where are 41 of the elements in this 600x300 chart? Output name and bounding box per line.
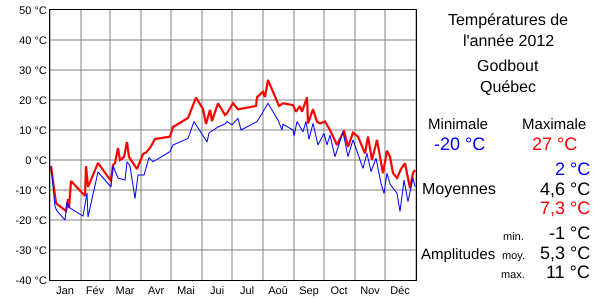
x-tick-label: Déc (390, 285, 410, 298)
line-series (50, 102, 416, 220)
text: min. (503, 231, 524, 243)
x-tick-label: Mar (116, 285, 135, 298)
x-tick-label: Jul (240, 285, 254, 298)
text: 11 °C (546, 262, 590, 282)
y-tick-label: 0 °C (25, 154, 47, 167)
y-tick-label: 30 °C (19, 64, 47, 77)
text: max. (501, 269, 525, 281)
text: -20 °C (434, 134, 486, 154)
x-tick-label: Nov (360, 285, 380, 298)
line-series (50, 78, 416, 212)
x-tick-label: Mai (177, 285, 195, 298)
text: 7,3 °C (540, 198, 590, 218)
text: Maximale (522, 116, 586, 133)
x-tick-label: Jan (56, 285, 74, 298)
text: 27 °C (532, 134, 578, 154)
text: Moyennes (422, 181, 496, 198)
text: -1 °C (549, 223, 590, 243)
text: 5,3 °C (540, 243, 590, 263)
x-tick-label: Oct (330, 285, 348, 298)
text: 2 °C (555, 159, 590, 179)
x-tick-label: Fév (86, 285, 105, 298)
text: 4,6 °C (540, 179, 590, 199)
x-tick-label: Sep (299, 285, 319, 298)
y-tick-label: -20 °C (15, 214, 47, 227)
x-tick-label: Jui (210, 285, 224, 298)
y-tick-label: 50 °C (19, 4, 47, 17)
y-tick-label: 20 °C (19, 94, 47, 107)
text: Godbout Québec (477, 58, 539, 96)
x-tick-label: Avr (148, 285, 164, 298)
text: Températures de l'année 2012 (448, 12, 568, 50)
text: Minimale (428, 116, 488, 133)
x-tick-label: Aoû (268, 285, 288, 298)
y-tick-label: 40 °C (19, 34, 47, 47)
y-tick-label: -10 °C (15, 184, 47, 197)
text: moy. (502, 250, 526, 262)
y-tick-label: -40 °C (15, 274, 47, 287)
text: Amplitudes (421, 246, 496, 263)
y-tick-label: -30 °C (15, 244, 47, 257)
y-tick-label: 10 °C (19, 124, 47, 137)
